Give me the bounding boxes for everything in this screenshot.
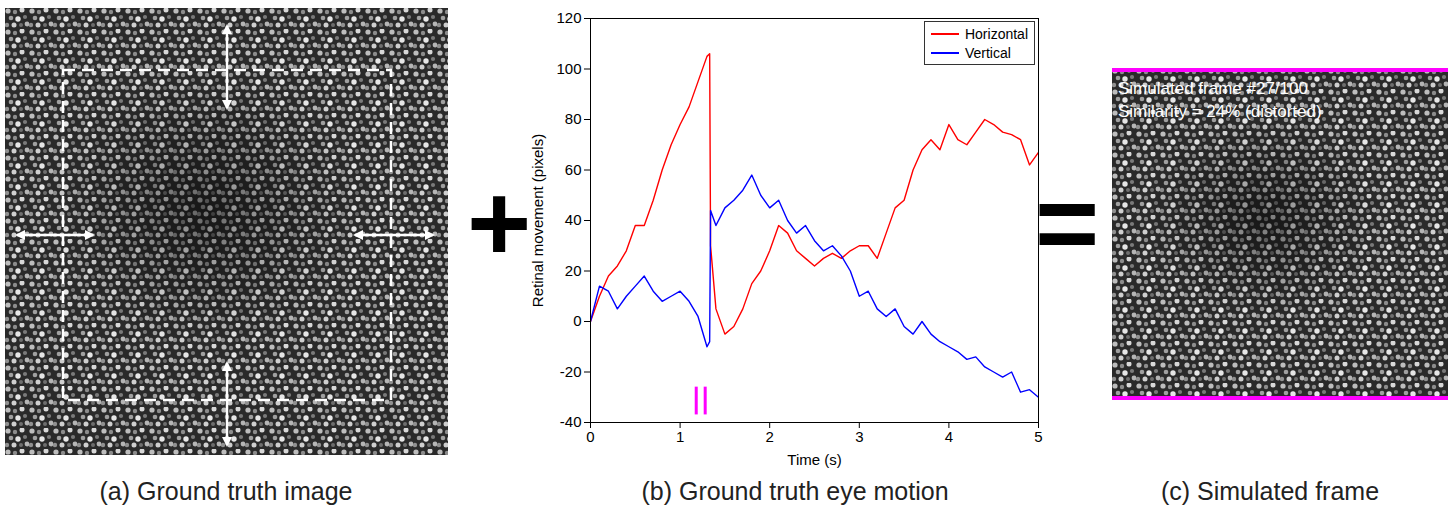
svg-text:Similarity = 24% (distorted): Similarity = 24% (distorted) <box>1118 102 1322 121</box>
svg-text:40: 40 <box>565 211 582 228</box>
svg-text:5: 5 <box>1034 428 1042 445</box>
svg-text:1: 1 <box>676 428 684 445</box>
svg-text:20: 20 <box>565 262 582 279</box>
html-text:Horizontal: Horizontal <box>965 25 1028 42</box>
html-text:(a) Ground truth image: (a) Ground truth image <box>99 477 353 505</box>
svg-text:-40: -40 <box>560 413 582 430</box>
html-text:(b) Ground truth eye motion: (b) Ground truth eye motion <box>641 477 949 505</box>
svg-text:Time (s): Time (s) <box>787 451 841 468</box>
svg-text:0: 0 <box>586 428 594 445</box>
html-text:(c) Simulated frame: (c) Simulated frame <box>1160 477 1380 505</box>
svg-text:Simulated frame #27/100: Simulated frame #27/100 <box>1118 79 1308 98</box>
svg-text:60: 60 <box>565 161 582 178</box>
html-text:Vertical: Vertical <box>965 44 1011 61</box>
svg-text:Retinal movement (pixels): Retinal movement (pixels) <box>529 134 546 307</box>
svg-text:120: 120 <box>556 9 581 26</box>
svg-text:0: 0 <box>573 312 581 329</box>
svg-text:3: 3 <box>855 428 863 445</box>
svg-text:100: 100 <box>556 60 581 77</box>
svg-text:80: 80 <box>565 110 582 127</box>
svg-text:4: 4 <box>945 428 953 445</box>
svg-text:2: 2 <box>766 428 774 445</box>
svg-text:-20: -20 <box>560 363 582 380</box>
